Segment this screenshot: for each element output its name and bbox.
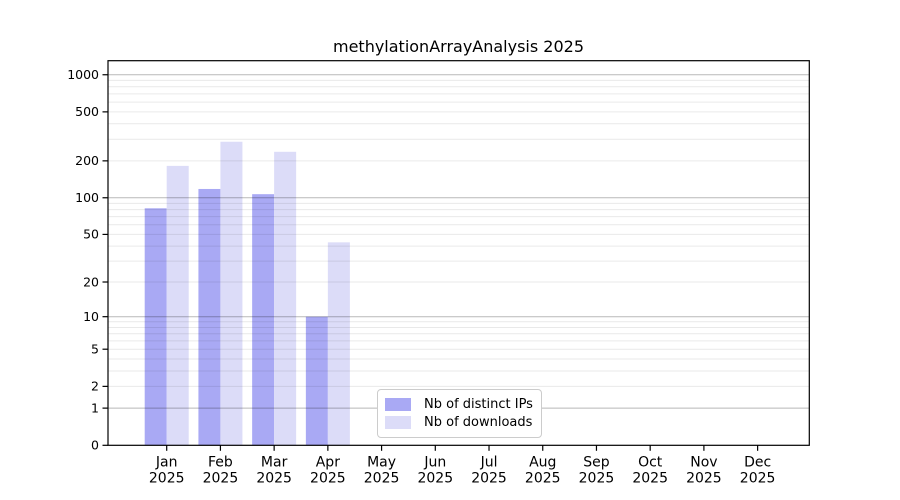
bar-jan-downloads [166,165,189,446]
x-tick-label-year-sep: 2025 [579,470,615,486]
x-tick-label-month-aug: Aug [529,454,556,470]
x-tick-label-month-feb: Feb [208,454,233,470]
y-tick-label-2: 2 [91,379,99,394]
x-tick-label-month-oct: Oct [638,454,663,470]
y-tick-label-1: 1 [91,400,99,415]
legend-swatch-downloads [385,416,411,430]
y-tick-label-0: 0 [91,438,99,453]
x-tick-label-month-jul: Jul [480,454,498,470]
x-tick-label-month-jan: Jan [155,454,178,470]
x-tick-label-year-may: 2025 [364,470,400,486]
x-tick-label-month-dec: Dec [744,454,771,470]
bar-feb-downloads [220,141,243,446]
bar-feb-distinct-ips [198,188,221,446]
x-tick-label-month-may: May [367,454,396,470]
bar-apr-downloads [327,242,350,446]
bar-apr-distinct-ips [305,316,328,446]
legend-label-downloads: Nb of downloads [424,415,533,431]
y-tick-label-100: 100 [75,190,99,205]
plot-frame [107,60,810,446]
legend-item-distinct-ips: Nb of distinct IPs [385,397,535,412]
x-tick-label-year-dec: 2025 [740,470,776,486]
x-tick-label-year-feb: 2025 [203,470,239,486]
x-tick-label-year-jul: 2025 [471,470,507,486]
x-tick-label-year-mar: 2025 [256,470,292,486]
y-tick-label-10: 10 [83,309,99,324]
x-tick-label-month-sep: Sep [583,454,610,470]
x-tick-label-month-mar: Mar [261,454,288,470]
y-tick-label-200: 200 [75,153,99,168]
x-tick-label-year-nov: 2025 [686,470,722,486]
x-tick-label-year-oct: 2025 [632,470,668,486]
y-tick-label-1000: 1000 [67,67,99,82]
x-tick-label-month-apr: Apr [316,454,340,470]
y-tick-label-50: 50 [83,227,99,242]
bar-mar-distinct-ips [252,194,275,446]
y-tick-label-20: 20 [83,274,99,289]
x-tick-label-year-jan: 2025 [149,470,185,486]
x-tick-label-year-apr: 2025 [310,470,346,486]
x-tick-label-year-aug: 2025 [525,470,561,486]
legend-label-distinct-ips: Nb of distinct IPs [424,396,533,412]
x-tick-label-month-nov: Nov [690,454,717,470]
y-tick-label-500: 500 [75,104,99,119]
legend-swatch-distinct-ips [385,397,411,411]
legend-item-downloads: Nb of downloads [385,415,535,430]
legend: Nb of distinct IPs Nb of downloads [377,389,542,438]
y-tick-label-5: 5 [91,341,99,356]
x-tick-label-month-jun: Jun [423,454,446,470]
chart-title: methylationArrayAnalysis 2025 [332,37,585,56]
bar-jan-distinct-ips [144,208,167,446]
bar-mar-downloads [274,151,297,446]
x-tick-label-year-jun: 2025 [417,470,453,486]
